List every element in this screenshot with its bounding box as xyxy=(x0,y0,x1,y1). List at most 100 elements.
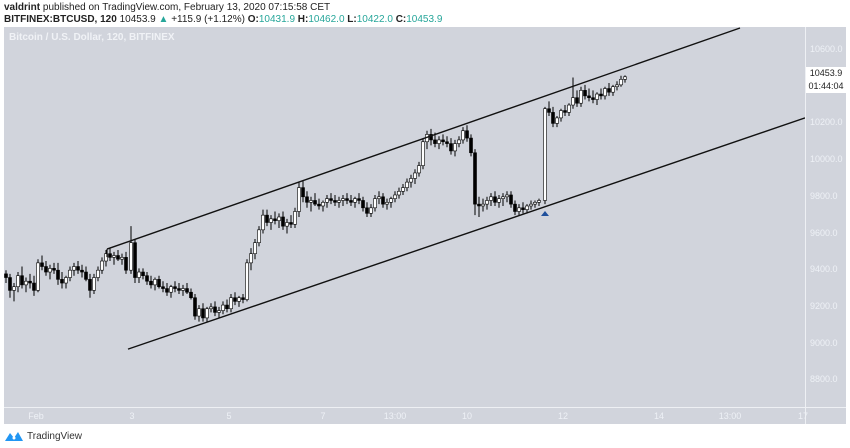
candle-body xyxy=(485,200,489,205)
candle-body xyxy=(80,269,84,273)
time-axis-divider xyxy=(4,407,846,408)
candle-body xyxy=(285,222,289,227)
candle-body xyxy=(177,288,181,291)
candle-body xyxy=(76,266,80,271)
high-value: 10462.0 xyxy=(308,14,345,25)
price-tick: 9000.0 xyxy=(810,337,838,348)
candle-body xyxy=(221,304,225,311)
candle-body xyxy=(237,297,241,302)
candle-body xyxy=(619,79,623,86)
candle-body xyxy=(313,200,317,205)
lower-channel-line xyxy=(127,117,805,350)
candle-body xyxy=(401,187,405,192)
candle-body xyxy=(137,271,141,278)
candle-body xyxy=(205,308,209,319)
candle-body xyxy=(489,196,493,201)
candle-body xyxy=(349,200,353,203)
candle-body xyxy=(245,262,249,300)
candle-body xyxy=(521,207,525,210)
price-tick: 10000.0 xyxy=(810,154,843,165)
candle-body xyxy=(377,196,381,199)
candle-body xyxy=(293,211,297,225)
candle-body xyxy=(233,297,237,302)
candle-body xyxy=(461,130,465,141)
candle-body xyxy=(201,308,205,319)
publish-info: valdrint published on TradingView.com, F… xyxy=(4,2,330,13)
candle-body xyxy=(157,279,161,288)
candle-body xyxy=(281,216,285,227)
candle-body xyxy=(40,262,44,267)
candle-body xyxy=(261,214,265,231)
candle-body xyxy=(309,200,313,203)
candle-body xyxy=(469,137,473,154)
candle-body xyxy=(169,286,173,293)
candle-body xyxy=(571,97,575,106)
candle-body xyxy=(547,108,551,113)
time-tick: 12 xyxy=(557,411,569,421)
candle-body xyxy=(297,187,301,212)
candle-body xyxy=(567,104,571,113)
candle-body xyxy=(305,196,309,203)
time-tick: 13:00 xyxy=(718,411,742,421)
candle-body xyxy=(141,271,145,277)
candle-body xyxy=(341,198,345,201)
candle-body xyxy=(357,198,361,201)
candle-body xyxy=(397,190,401,196)
candle-body xyxy=(229,297,233,310)
candle-body xyxy=(409,178,413,183)
candle-body xyxy=(389,198,393,203)
candle-body xyxy=(209,306,213,310)
candle-body xyxy=(345,198,349,201)
candle-body xyxy=(72,266,76,271)
candle-body xyxy=(457,139,461,144)
price-axis-divider xyxy=(805,27,806,424)
candle-body xyxy=(441,139,445,143)
candle-body xyxy=(16,275,20,288)
candle-body xyxy=(501,196,505,199)
candle-body xyxy=(153,279,157,286)
candle-body xyxy=(145,275,149,282)
time-tick: Feb xyxy=(28,411,44,421)
candle-body xyxy=(333,200,337,203)
candle-body xyxy=(325,198,329,203)
candle-body xyxy=(20,275,24,286)
price-tick: 9400.0 xyxy=(810,264,838,275)
candle-body xyxy=(88,279,92,291)
candle-body xyxy=(257,229,261,243)
candle-body xyxy=(405,181,409,188)
price-tick: 9800.0 xyxy=(810,190,838,201)
low-value: 10422.0 xyxy=(356,14,393,25)
candle-body xyxy=(68,269,72,278)
chart-pane[interactable] xyxy=(4,27,846,424)
candle-body xyxy=(92,277,96,291)
candle-body xyxy=(413,172,417,179)
candle-body xyxy=(533,202,537,205)
upper-channel-line xyxy=(106,27,741,250)
candle-body xyxy=(433,139,437,144)
candle-body xyxy=(265,214,269,223)
candle-body xyxy=(361,200,365,209)
candle-body xyxy=(4,273,8,278)
candle-body xyxy=(591,97,595,100)
candle-body xyxy=(124,257,128,271)
candle-body xyxy=(116,255,120,260)
candle-body xyxy=(505,194,509,198)
candle-body xyxy=(563,110,567,113)
candle-body xyxy=(465,130,469,139)
candle-body xyxy=(104,253,108,262)
candle-body xyxy=(587,95,591,99)
price-tick: 10200.0 xyxy=(810,117,843,128)
candle-body xyxy=(477,203,481,207)
candle-body xyxy=(603,88,607,97)
candle-body xyxy=(329,198,333,201)
tradingview-logo[interactable]: TradingView xyxy=(4,430,82,442)
candle-body xyxy=(193,297,197,317)
candle-body xyxy=(185,288,189,293)
up-arrow-icon: ▲ xyxy=(158,14,169,25)
candle-body xyxy=(52,268,56,271)
candle-body xyxy=(353,198,357,203)
candle-body xyxy=(181,288,185,291)
logo-text: TradingView xyxy=(27,430,83,442)
time-tick: 13:00 xyxy=(383,411,407,421)
